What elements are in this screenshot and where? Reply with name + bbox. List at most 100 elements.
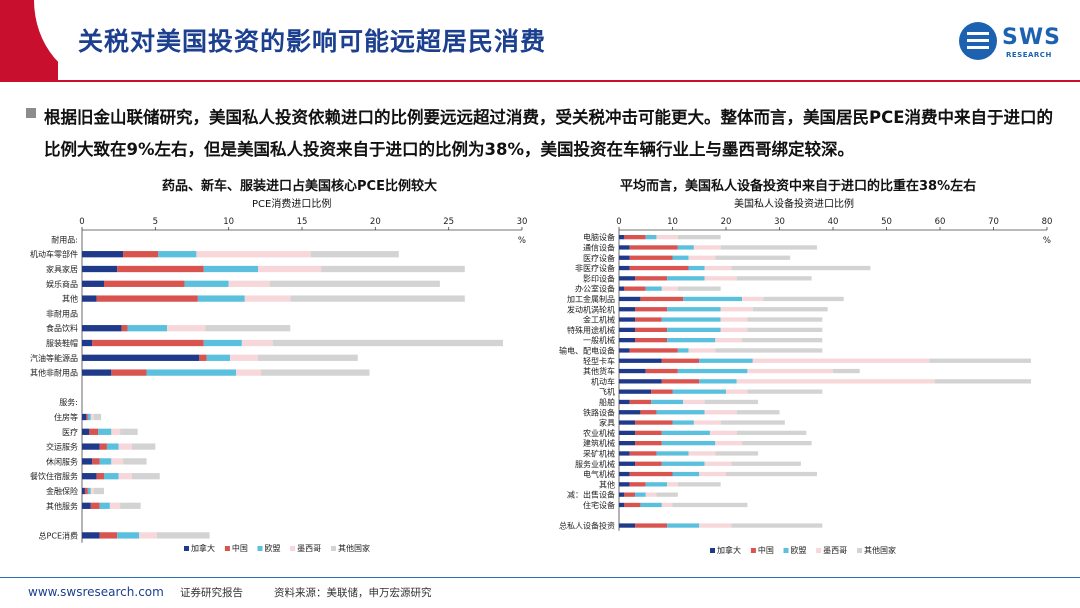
bar-segment	[742, 441, 812, 446]
bar-segment	[661, 430, 710, 435]
bar-segment	[131, 443, 156, 450]
bar-segment	[699, 523, 732, 528]
bar-segment	[290, 295, 465, 302]
bar-segment	[93, 487, 104, 495]
footer-source: 资料来源：美联储，申万宏源研究	[274, 587, 432, 599]
bar-segment	[661, 358, 700, 363]
bar-segment	[619, 451, 630, 456]
bar-segment	[82, 473, 97, 480]
bar-segment	[82, 413, 87, 421]
bar-segment	[742, 296, 764, 302]
category-label: 特殊用途机械	[567, 325, 615, 335]
bar-segment	[93, 413, 102, 421]
x-tick-label: 20	[370, 217, 381, 227]
bar-segment	[661, 502, 673, 508]
bar-segment	[667, 276, 705, 281]
bar-segment	[619, 348, 630, 353]
bar-segment	[89, 428, 99, 435]
bar-segment	[726, 471, 817, 477]
legend-swatch	[710, 548, 715, 553]
page-title: 关税对美国投资的影响可能远超居民消费	[78, 27, 547, 56]
bar-segment	[82, 443, 100, 450]
bar-segment	[699, 358, 753, 363]
bar-segment	[203, 339, 242, 347]
bar-segment	[619, 420, 636, 425]
legend-label: 其他国家	[338, 543, 370, 553]
bar-segment	[619, 523, 636, 528]
bar-segment	[934, 379, 1031, 384]
bar-segment	[99, 458, 112, 465]
legend-label: 欧盟	[265, 543, 281, 553]
bar-segment	[82, 325, 122, 332]
bar-segment	[736, 276, 812, 281]
category-label: 金工机械	[583, 315, 615, 325]
right-chart-title: 平均而言，美国私人设备投资中来自于进口的比重在38%左右	[620, 179, 977, 194]
category-label: 住宅设备	[583, 500, 615, 510]
bar-segment	[726, 389, 748, 394]
bar-segment	[635, 441, 662, 446]
bar-segment	[619, 368, 646, 374]
bar-segment	[82, 428, 90, 435]
bar-segment	[131, 473, 160, 480]
bar-segment	[635, 523, 668, 528]
bar-segment	[269, 280, 440, 287]
bar-segment	[667, 523, 700, 528]
footer-url-link[interactable]: www.swsresearch.com	[28, 585, 164, 599]
bar-segment	[688, 255, 716, 260]
category-label: 其他	[599, 479, 615, 489]
bar-segment	[635, 420, 673, 425]
bar-segment	[111, 458, 124, 465]
category-label: 家具	[599, 418, 615, 428]
bar-segment	[619, 482, 630, 487]
bar-segment	[672, 389, 726, 394]
bar-segment	[196, 251, 311, 258]
bar-segment	[635, 317, 662, 322]
bar-segment	[82, 295, 97, 302]
category-label: 医疗设备	[583, 253, 615, 263]
bar-segment	[184, 280, 229, 287]
bar-segment	[258, 354, 358, 361]
bar-segment	[98, 428, 112, 435]
bar-segment	[833, 368, 860, 374]
bar-segment	[629, 482, 646, 487]
bar-segment	[640, 502, 662, 508]
bar-segment	[640, 296, 684, 302]
x-tick-label: 30	[517, 217, 528, 227]
bar-segment	[146, 369, 236, 376]
bar-segment	[704, 461, 732, 466]
bar-segment	[677, 245, 694, 250]
bar-segment	[111, 428, 121, 435]
bar-segment	[82, 280, 104, 287]
bar-segment	[688, 265, 705, 271]
bar-segment	[629, 451, 657, 456]
category-label: 医疗	[62, 427, 78, 437]
left-chart-title: 药品、新车、服装进口占美国核心PCE比例较大	[162, 179, 437, 194]
bar-segment	[672, 471, 700, 477]
bar-segment	[118, 443, 132, 450]
x-tick-label: 10	[223, 217, 234, 227]
x-tick-label: 0	[616, 217, 621, 227]
x-tick-label: 15	[297, 217, 308, 227]
category-label: 机动车零部件	[30, 249, 78, 259]
bar-segment	[117, 532, 140, 539]
bar-segment	[619, 492, 625, 497]
legend-swatch	[224, 546, 230, 551]
bar-segment	[672, 255, 689, 260]
bar-segment	[661, 461, 705, 466]
bar-segment	[677, 482, 721, 487]
category-label: 办公室设备	[575, 284, 615, 294]
bar-segment	[720, 420, 785, 425]
bar-segment	[720, 317, 748, 322]
bar-segment	[118, 473, 132, 480]
bar-segment	[661, 317, 721, 322]
bar-segment	[667, 327, 721, 332]
bar-segment	[82, 369, 112, 376]
bar-segment	[736, 430, 807, 435]
bar-segment	[651, 389, 673, 394]
legend-swatch	[331, 546, 336, 551]
bar-segment	[677, 286, 721, 291]
bar-segment	[156, 532, 210, 539]
bar-segment	[661, 379, 700, 384]
category-label: 其他货车	[583, 366, 615, 376]
header: 关税对美国投资的影响可能远超居民消费 SWS RESEARCH	[0, 0, 1080, 82]
